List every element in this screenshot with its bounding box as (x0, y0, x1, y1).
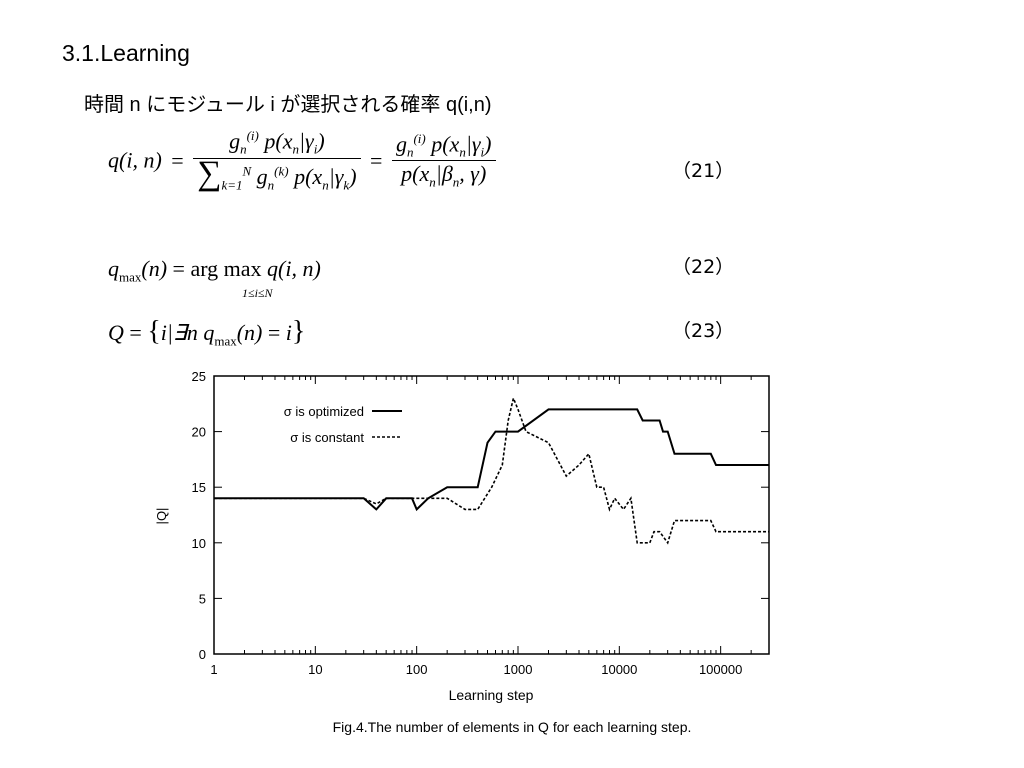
y-tick-label: 5 (199, 591, 206, 606)
x-tick-label: 10 (308, 662, 322, 677)
plot-frame (213, 375, 770, 655)
series-line-1 (214, 395, 769, 545)
x-tick-label: 100 (406, 662, 428, 677)
x-tick-label: 1000 (504, 662, 533, 677)
y-tick-label: 10 (192, 536, 206, 551)
y-tick-label: 15 (192, 480, 206, 495)
equation-number-22: （22） (672, 256, 735, 278)
y-axis-label: |Q| (154, 508, 169, 525)
x-tick-label: 100000 (699, 662, 742, 677)
y-tick-label: 0 (199, 647, 206, 662)
equation-21: q(i, n) = gn(i) p(xn|γi) ∑k=1N gn(k) p(x… (108, 128, 496, 193)
equation-23: Q = {i|∃n qmax(n) = i} (108, 316, 306, 349)
legend-label-1: σ is constant (290, 430, 364, 445)
y-tick-label: 20 (192, 425, 206, 440)
section-heading: 3.1.Learning (62, 40, 190, 66)
subheading: 時間 n にモジュール i が選択される確率 q(i,n) (84, 94, 492, 116)
figure-caption: Fig.4.The number of elements in Q for ea… (332, 719, 692, 735)
equation-number-23: （23） (672, 320, 735, 342)
y-tick-label: 25 (192, 369, 206, 384)
legend-label-0: σ is optimized (284, 404, 364, 419)
x-tick-label: 1 (210, 662, 217, 677)
series-line-0 (214, 408, 769, 512)
equation-22: qmax(n) = arg max q(i, n) 1≤i≤N (108, 256, 321, 300)
x-axis-label: Learning step (449, 687, 534, 703)
equation-number-21: （21） (672, 160, 735, 182)
x-tick-label: 10000 (601, 662, 637, 677)
legend: σ is optimized σ is constant (284, 404, 402, 445)
